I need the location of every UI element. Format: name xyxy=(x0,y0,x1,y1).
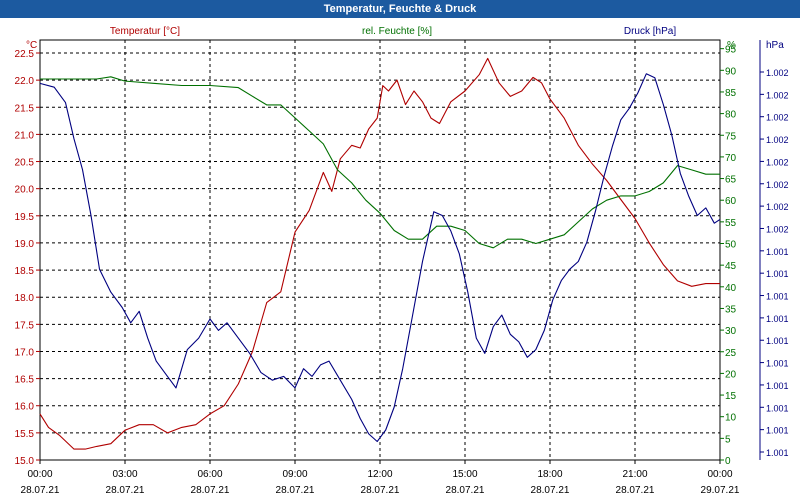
temperature-tick-label: 16.5 xyxy=(15,375,35,386)
x-tick-label: 03:00 xyxy=(112,469,137,480)
pressure-tick-label: 1.001 xyxy=(766,269,789,279)
pressure-unit: hPa xyxy=(766,40,784,51)
temperature-tick-label: 17.5 xyxy=(15,320,35,331)
x-tick-date: 28.07.21 xyxy=(616,485,655,496)
x-tick-label: 06:00 xyxy=(197,469,222,480)
pressure-tick-label: 1.002 xyxy=(766,113,789,123)
temperature-tick-label: 17.0 xyxy=(15,347,35,358)
x-tick-label: 00:00 xyxy=(27,469,52,480)
pressure-tick-label: 1.001 xyxy=(766,426,789,436)
pressure-tick-label: 1.002 xyxy=(766,90,789,100)
humidity-tick-label: 25 xyxy=(725,348,737,359)
pressure-tick-label: 1.001 xyxy=(766,336,789,346)
humidity-series-line xyxy=(40,76,720,249)
x-tick-label: 12:00 xyxy=(367,469,392,480)
x-tick-label: 00:00 xyxy=(707,469,732,480)
humidity-tick-label: 15 xyxy=(725,391,737,402)
temperature-tick-label: 16.0 xyxy=(15,402,35,413)
x-tick-label: 09:00 xyxy=(282,469,307,480)
pressure-tick-label: 1.002 xyxy=(766,180,789,190)
temperature-tick-label: 20.5 xyxy=(15,158,35,169)
x-tick-date: 28.07.21 xyxy=(106,485,145,496)
pressure-tick-label: 1.002 xyxy=(766,135,789,145)
x-tick-label: 15:00 xyxy=(452,469,477,480)
temperature-unit: °C xyxy=(26,40,37,51)
x-tick-date: 28.07.21 xyxy=(531,485,570,496)
humidity-tick-label: 60 xyxy=(725,196,737,207)
pressure-tick-label: 1.001 xyxy=(766,359,789,369)
humidity-tick-label: 65 xyxy=(725,175,737,186)
chart-title: Temperatur, Feuchte & Druck xyxy=(0,0,800,18)
pressure-tick-label: 1.001 xyxy=(766,314,789,324)
humidity-tick-label: 35 xyxy=(725,304,737,315)
temperature-series-line xyxy=(39,57,720,450)
x-tick-date: 28.07.21 xyxy=(446,485,485,496)
x-tick-date: 28.07.21 xyxy=(21,485,60,496)
pressure-tick-label: 1.002 xyxy=(766,224,789,234)
humidity-unit: % xyxy=(727,40,736,51)
temperature-tick-label: 21.5 xyxy=(15,103,35,114)
temperature-tick-label: 22.5 xyxy=(15,49,35,60)
x-tick-date: 28.07.21 xyxy=(361,485,400,496)
humidity-tick-label: 45 xyxy=(725,261,737,272)
humidity-tick-label: 70 xyxy=(725,153,737,164)
temperature-tick-label: 21.0 xyxy=(15,130,35,141)
pressure-series-line xyxy=(39,73,721,443)
humidity-tick-label: 85 xyxy=(725,88,737,99)
temperature-tick-label: 18.5 xyxy=(15,266,35,277)
pressure-tick-label: 1.001 xyxy=(766,403,789,413)
x-tick-date: 28.07.21 xyxy=(276,485,315,496)
humidity-axis-title: rel. Feuchte [%] xyxy=(362,26,432,37)
humidity-tick-label: 40 xyxy=(725,283,737,294)
humidity-tick-label: 90 xyxy=(725,66,737,77)
pressure-axis-title: Druck [hPa] xyxy=(624,26,676,37)
pressure-tick-label: 1.001 xyxy=(766,381,789,391)
humidity-tick-label: 10 xyxy=(725,413,737,424)
humidity-tick-label: 55 xyxy=(725,218,737,229)
temperature-tick-label: 19.0 xyxy=(15,239,35,250)
temperature-tick-label: 15.0 xyxy=(15,456,35,467)
temperature-tick-label: 18.0 xyxy=(15,293,35,304)
temperature-tick-label: 15.5 xyxy=(15,429,35,440)
x-tick-label: 18:00 xyxy=(537,469,562,480)
x-tick-label: 21:00 xyxy=(622,469,647,480)
temperature-tick-label: 19.5 xyxy=(15,212,35,223)
x-tick-date: 29.07.21 xyxy=(701,485,740,496)
pressure-tick-label: 1.002 xyxy=(766,202,789,212)
pressure-tick-label: 1.001 xyxy=(766,292,789,302)
humidity-tick-label: 5 xyxy=(725,434,731,445)
humidity-tick-label: 0 xyxy=(725,456,731,467)
humidity-tick-label: 95 xyxy=(725,45,737,56)
humidity-tick-label: 75 xyxy=(725,131,737,142)
temperature-tick-label: 22.0 xyxy=(15,76,35,87)
humidity-tick-label: 30 xyxy=(725,326,737,337)
temperature-tick-label: 20.0 xyxy=(15,185,35,196)
temperature-axis-title: Temperatur [°C] xyxy=(110,26,180,37)
pressure-tick-label: 1.002 xyxy=(766,157,789,167)
pressure-tick-label: 1.001 xyxy=(766,448,789,458)
x-tick-date: 28.07.21 xyxy=(191,485,230,496)
humidity-tick-label: 50 xyxy=(725,240,737,251)
pressure-tick-label: 1.002 xyxy=(766,68,789,78)
humidity-tick-label: 80 xyxy=(725,110,737,121)
pressure-tick-label: 1.001 xyxy=(766,247,789,257)
humidity-tick-label: 20 xyxy=(725,369,737,380)
